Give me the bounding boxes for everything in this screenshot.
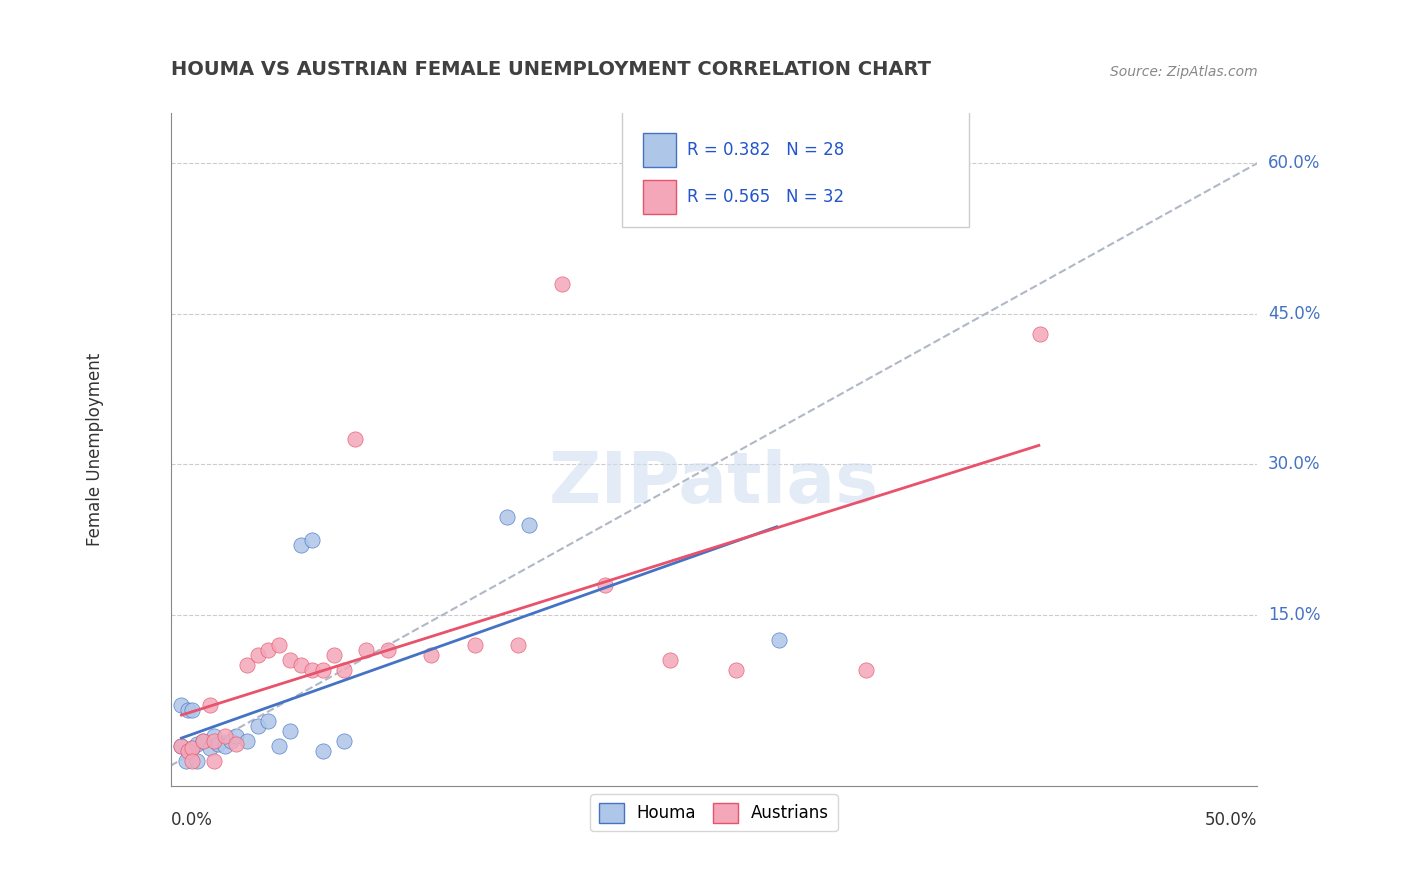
Text: 15.0%: 15.0% bbox=[1268, 606, 1320, 624]
FancyBboxPatch shape bbox=[621, 106, 969, 227]
Text: HOUMA VS AUSTRIAN FEMALE UNEMPLOYMENT CORRELATION CHART: HOUMA VS AUSTRIAN FEMALE UNEMPLOYMENT CO… bbox=[170, 61, 931, 79]
Point bbox=[198, 740, 221, 755]
Point bbox=[246, 718, 269, 732]
Point bbox=[170, 739, 193, 753]
Point bbox=[214, 739, 236, 753]
Point bbox=[177, 744, 200, 758]
Point bbox=[333, 663, 356, 677]
FancyBboxPatch shape bbox=[644, 133, 676, 167]
Point bbox=[508, 638, 530, 652]
Point bbox=[225, 737, 247, 751]
Text: 45.0%: 45.0% bbox=[1268, 305, 1320, 323]
Point bbox=[181, 754, 204, 768]
Point bbox=[301, 663, 323, 677]
Point bbox=[246, 648, 269, 663]
Point bbox=[290, 538, 312, 552]
Text: 0.0%: 0.0% bbox=[170, 811, 212, 829]
Point bbox=[855, 663, 877, 677]
Point bbox=[278, 653, 301, 667]
Point bbox=[354, 643, 377, 657]
Text: 50.0%: 50.0% bbox=[1205, 811, 1257, 829]
Point bbox=[170, 739, 193, 753]
Point bbox=[181, 740, 204, 755]
Point bbox=[181, 703, 204, 717]
Point bbox=[186, 754, 208, 768]
Point bbox=[768, 633, 790, 648]
Point bbox=[235, 733, 257, 747]
Point bbox=[496, 509, 519, 524]
Point bbox=[202, 729, 225, 743]
Point bbox=[322, 648, 344, 663]
Point bbox=[257, 714, 280, 728]
Text: 30.0%: 30.0% bbox=[1268, 456, 1320, 474]
Point bbox=[207, 737, 229, 751]
Text: ZIPatlas: ZIPatlas bbox=[548, 449, 879, 517]
Point bbox=[177, 703, 200, 717]
Point bbox=[170, 698, 193, 713]
Point bbox=[225, 729, 247, 743]
Point bbox=[174, 754, 197, 768]
Point bbox=[551, 277, 574, 291]
Point bbox=[593, 578, 616, 592]
Point bbox=[290, 658, 312, 673]
Point bbox=[193, 733, 215, 747]
Point bbox=[333, 733, 356, 747]
Legend: Houma, Austrians: Houma, Austrians bbox=[591, 794, 838, 831]
Point bbox=[420, 648, 443, 663]
Text: Female Unemployment: Female Unemployment bbox=[86, 352, 104, 546]
Text: R = 0.565   N = 32: R = 0.565 N = 32 bbox=[686, 188, 844, 206]
Text: R = 0.382   N = 28: R = 0.382 N = 28 bbox=[686, 141, 844, 159]
Point bbox=[177, 744, 200, 758]
Point bbox=[202, 733, 225, 747]
Point bbox=[464, 638, 486, 652]
Point bbox=[312, 663, 335, 677]
Point bbox=[344, 433, 367, 447]
Point bbox=[269, 739, 291, 753]
Point bbox=[269, 638, 291, 652]
Point bbox=[278, 723, 301, 738]
Point bbox=[301, 533, 323, 547]
Point bbox=[235, 658, 257, 673]
Point bbox=[724, 663, 747, 677]
Point bbox=[377, 643, 399, 657]
Point bbox=[202, 754, 225, 768]
Text: 60.0%: 60.0% bbox=[1268, 154, 1320, 172]
Point bbox=[312, 744, 335, 758]
FancyBboxPatch shape bbox=[644, 180, 676, 214]
Point bbox=[517, 517, 540, 532]
Point bbox=[1029, 326, 1052, 341]
Point bbox=[186, 737, 208, 751]
Point bbox=[214, 729, 236, 743]
Text: Source: ZipAtlas.com: Source: ZipAtlas.com bbox=[1109, 65, 1257, 79]
Point bbox=[181, 740, 204, 755]
Point bbox=[257, 643, 280, 657]
Point bbox=[221, 733, 243, 747]
Point bbox=[659, 653, 682, 667]
Point bbox=[198, 698, 221, 713]
Point bbox=[193, 733, 215, 747]
